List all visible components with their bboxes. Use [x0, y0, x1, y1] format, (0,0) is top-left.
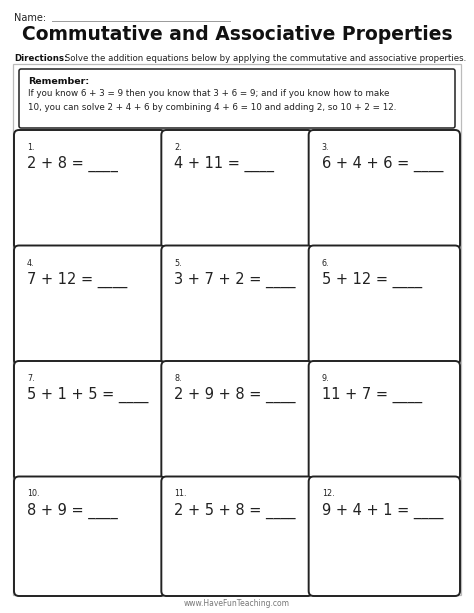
Text: 7.: 7.: [27, 374, 35, 383]
Text: Solve the addition equations below by applying the commutative and associative p: Solve the addition equations below by ap…: [62, 54, 466, 63]
Text: 2.: 2.: [174, 143, 182, 152]
FancyBboxPatch shape: [161, 245, 313, 365]
Text: 6 + 4 + 6 = ____: 6 + 4 + 6 = ____: [322, 156, 443, 172]
Text: 3 + 7 + 2 = ____: 3 + 7 + 2 = ____: [174, 272, 296, 287]
Text: 8 + 9 = ____: 8 + 9 = ____: [27, 503, 118, 519]
Text: 2 + 9 + 8 = ____: 2 + 9 + 8 = ____: [174, 387, 296, 403]
FancyBboxPatch shape: [161, 130, 313, 249]
Text: 7 + 12 = ____: 7 + 12 = ____: [27, 272, 127, 287]
FancyBboxPatch shape: [19, 69, 455, 128]
Text: 3.: 3.: [322, 143, 329, 152]
Text: Directions:: Directions:: [14, 54, 67, 63]
Text: 5 + 12 = ____: 5 + 12 = ____: [322, 272, 422, 287]
Text: 9.: 9.: [322, 374, 329, 383]
Text: 6.: 6.: [322, 259, 329, 267]
Text: 4 + 11 = ____: 4 + 11 = ____: [174, 156, 274, 172]
FancyBboxPatch shape: [14, 130, 165, 249]
FancyBboxPatch shape: [13, 64, 461, 595]
FancyBboxPatch shape: [14, 361, 165, 481]
Text: If you know 6 + 3 = 9 then you know that 3 + 6 = 9; and if you know how to make: If you know 6 + 3 = 9 then you know that…: [28, 89, 389, 98]
FancyBboxPatch shape: [14, 245, 165, 365]
Text: Commutative and Associative Properties: Commutative and Associative Properties: [22, 25, 452, 44]
Text: 8.: 8.: [174, 374, 182, 383]
Text: www.HaveFunTeaching.com: www.HaveFunTeaching.com: [184, 599, 290, 608]
FancyBboxPatch shape: [309, 245, 460, 365]
FancyBboxPatch shape: [161, 476, 313, 596]
Text: 5 + 1 + 5 = ____: 5 + 1 + 5 = ____: [27, 387, 148, 403]
FancyBboxPatch shape: [161, 361, 313, 481]
Text: 10.: 10.: [27, 490, 39, 498]
Text: Name:: Name:: [14, 13, 46, 23]
FancyBboxPatch shape: [309, 476, 460, 596]
Text: Remember:: Remember:: [28, 77, 89, 86]
Text: 5.: 5.: [174, 259, 182, 267]
Text: 11.: 11.: [174, 490, 187, 498]
Text: 1.: 1.: [27, 143, 35, 152]
Text: 11 + 7 = ____: 11 + 7 = ____: [322, 387, 422, 403]
FancyBboxPatch shape: [309, 130, 460, 249]
Text: 9 + 4 + 1 = ____: 9 + 4 + 1 = ____: [322, 503, 443, 519]
Text: 10, you can solve 2 + 4 + 6 by combining 4 + 6 = 10 and adding 2, so 10 + 2 = 12: 10, you can solve 2 + 4 + 6 by combining…: [28, 103, 396, 112]
Text: 12.: 12.: [322, 490, 334, 498]
Text: 2 + 8 = ____: 2 + 8 = ____: [27, 156, 118, 172]
Text: 2 + 5 + 8 = ____: 2 + 5 + 8 = ____: [174, 503, 296, 519]
FancyBboxPatch shape: [309, 361, 460, 481]
Text: 4.: 4.: [27, 259, 35, 267]
FancyBboxPatch shape: [14, 476, 165, 596]
